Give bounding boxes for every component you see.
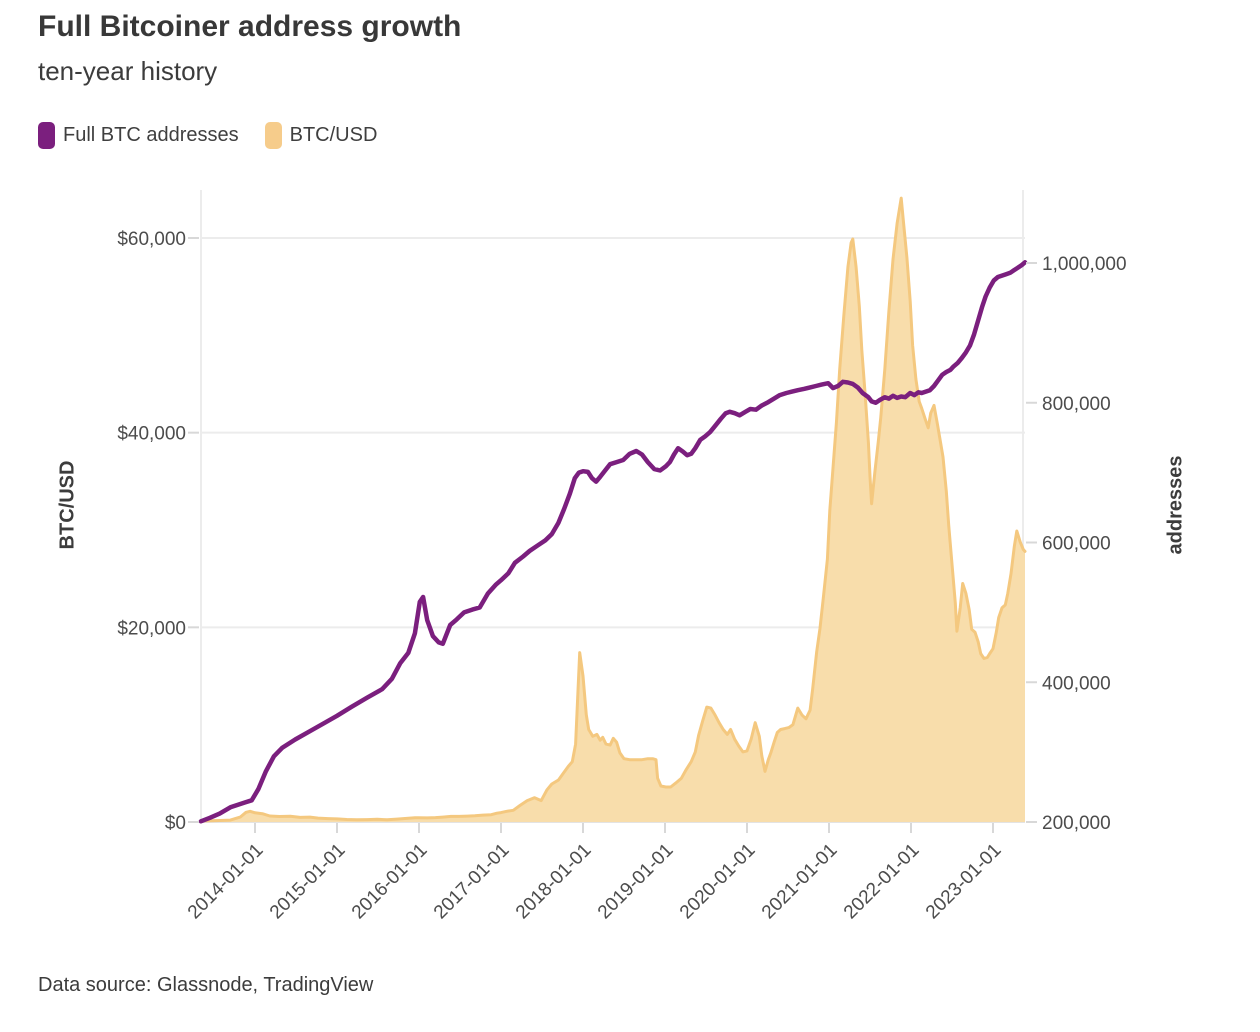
svg-text:2023-01-01: 2023-01-01 <box>922 840 1006 924</box>
legend-label-addresses: Full BTC addresses <box>63 124 239 146</box>
btcusd-swatch-icon <box>264 122 282 149</box>
legend-item-addresses: Full BTC addresses <box>38 122 239 149</box>
svg-text:2018-01-01: 2018-01-01 <box>512 840 596 924</box>
svg-text:400,000: 400,000 <box>1042 673 1111 694</box>
data-source: Data source: Glassnode, TradingView <box>38 974 374 996</box>
chart-subtitle: ten-year history <box>38 56 218 86</box>
svg-text:$60,000: $60,000 <box>117 229 186 250</box>
svg-text:$40,000: $40,000 <box>117 424 186 445</box>
svg-text:800,000: 800,000 <box>1042 394 1111 415</box>
svg-text:$0: $0 <box>165 813 186 834</box>
svg-text:2014-01-01: 2014-01-01 <box>184 840 268 924</box>
legend: Full BTC addresses BTC/USD <box>38 122 377 149</box>
svg-text:2020-01-01: 2020-01-01 <box>676 840 760 924</box>
legend-item-btcusd: BTC/USD <box>264 122 378 149</box>
svg-text:600,000: 600,000 <box>1042 534 1111 555</box>
svg-text:2016-01-01: 2016-01-01 <box>348 840 432 924</box>
svg-text:200,000: 200,000 <box>1042 813 1111 834</box>
svg-text:$20,000: $20,000 <box>117 618 186 639</box>
svg-text:1,000,000: 1,000,000 <box>1042 254 1127 275</box>
svg-text:2015-01-01: 2015-01-01 <box>266 840 350 924</box>
chart-title: Full Bitcoiner address growth <box>38 10 462 43</box>
legend-label-btcusd: BTC/USD <box>289 124 378 146</box>
svg-text:2017-01-01: 2017-01-01 <box>430 840 514 924</box>
addresses-swatch-icon <box>38 122 55 149</box>
svg-text:2022-01-01: 2022-01-01 <box>840 840 924 924</box>
svg-text:2019-01-01: 2019-01-01 <box>594 840 678 924</box>
svg-text:2021-01-01: 2021-01-01 <box>758 840 842 924</box>
